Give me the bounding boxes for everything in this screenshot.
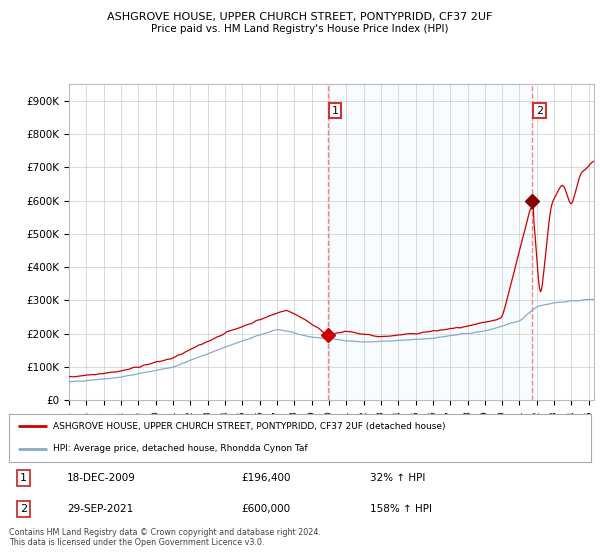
Text: £196,400: £196,400 — [242, 473, 292, 483]
Text: 29-SEP-2021: 29-SEP-2021 — [67, 504, 133, 514]
Text: HPI: Average price, detached house, Rhondda Cynon Taf: HPI: Average price, detached house, Rhon… — [53, 444, 307, 453]
Text: Contains HM Land Registry data © Crown copyright and database right 2024.
This d: Contains HM Land Registry data © Crown c… — [9, 528, 321, 547]
Text: 2: 2 — [20, 504, 27, 514]
Text: 158% ↑ HPI: 158% ↑ HPI — [370, 504, 432, 514]
Text: 1: 1 — [20, 473, 27, 483]
FancyBboxPatch shape — [9, 414, 591, 462]
Text: 18-DEC-2009: 18-DEC-2009 — [67, 473, 136, 483]
Text: Price paid vs. HM Land Registry's House Price Index (HPI): Price paid vs. HM Land Registry's House … — [151, 24, 449, 34]
Text: ASHGROVE HOUSE, UPPER CHURCH STREET, PONTYPRIDD, CF37 2UF (detached house): ASHGROVE HOUSE, UPPER CHURCH STREET, PON… — [53, 422, 445, 431]
Text: £600,000: £600,000 — [242, 504, 291, 514]
Bar — [328, 84, 532, 400]
Text: 1: 1 — [332, 106, 338, 116]
Text: ASHGROVE HOUSE, UPPER CHURCH STREET, PONTYPRIDD, CF37 2UF: ASHGROVE HOUSE, UPPER CHURCH STREET, PON… — [107, 12, 493, 22]
Text: 2: 2 — [536, 106, 543, 116]
Text: 32% ↑ HPI: 32% ↑ HPI — [370, 473, 425, 483]
